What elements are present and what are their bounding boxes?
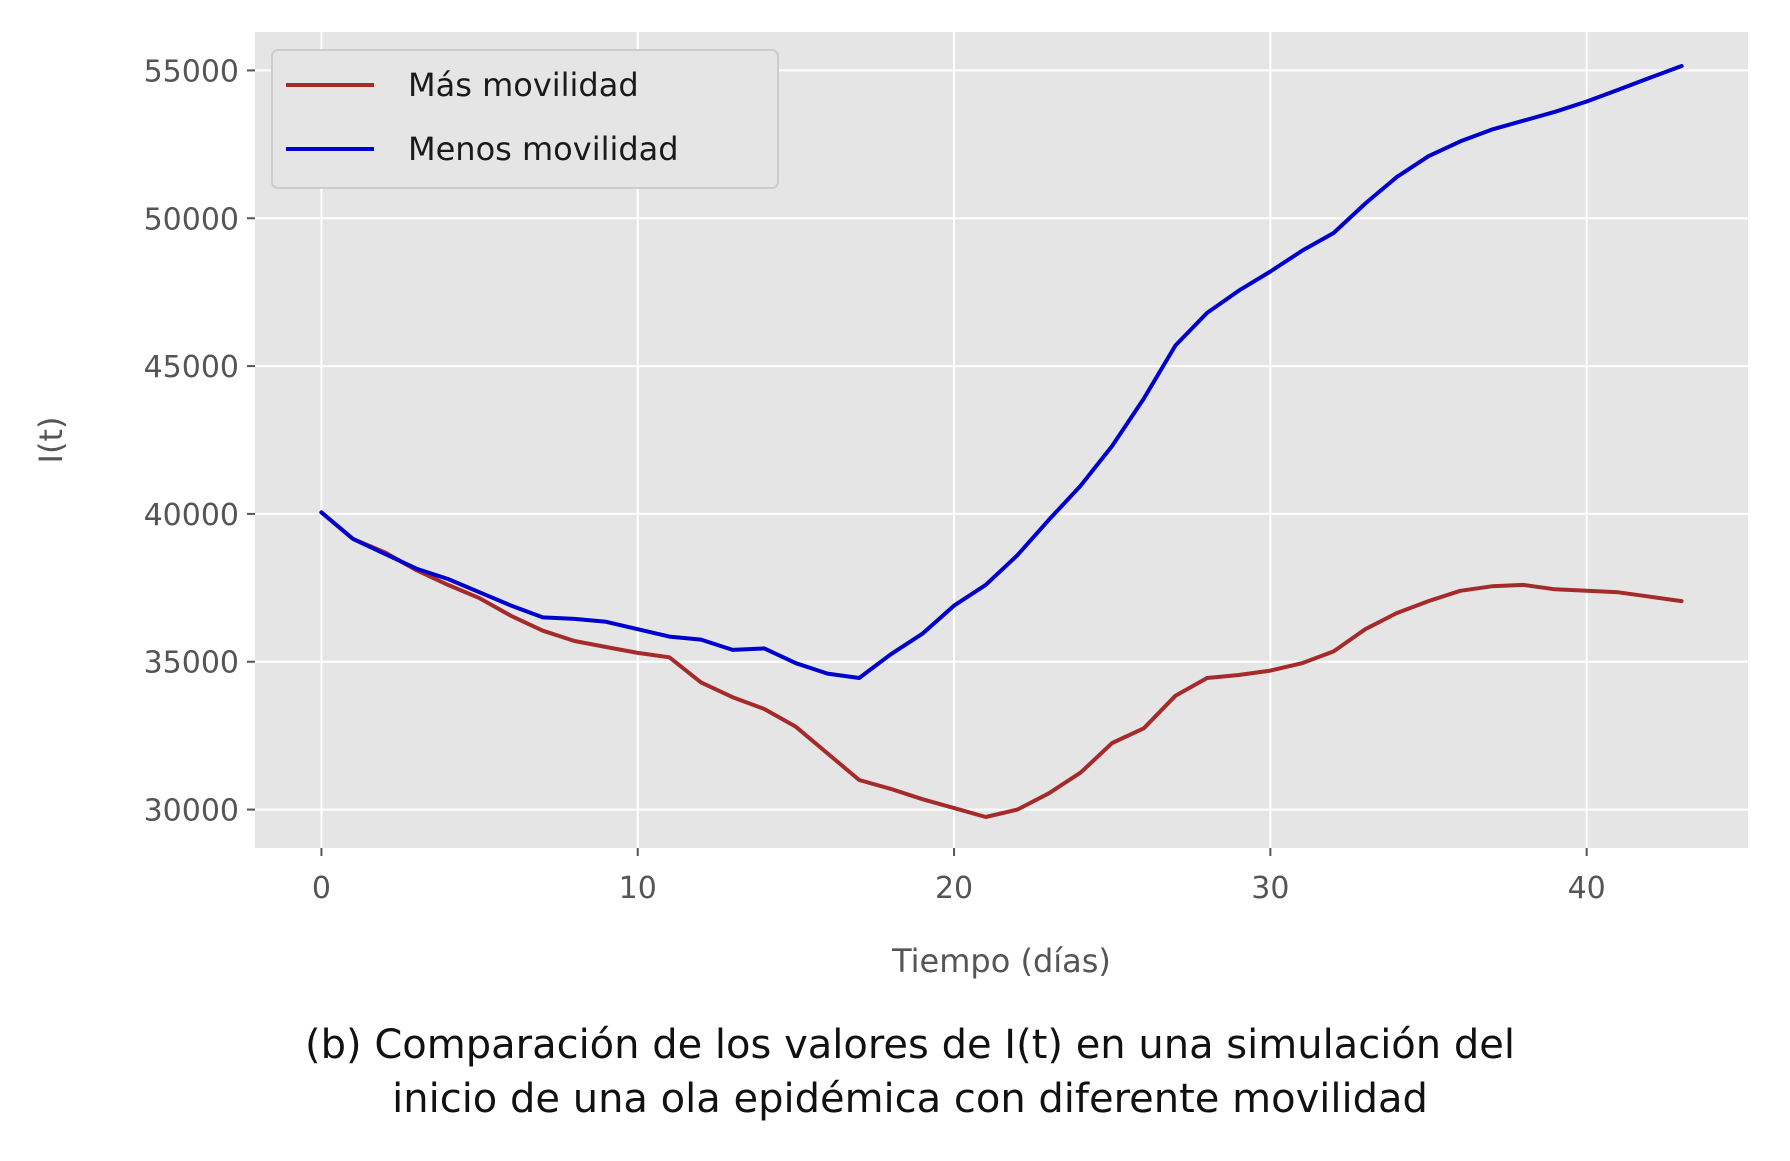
series-line-0 [319,510,1684,819]
legend-box [271,49,779,189]
figure-caption: (b) Comparación de los valores de I(t) e… [190,1018,1630,1126]
gridlines [255,32,1748,848]
y-tick-label: 45000 [144,350,239,385]
y-tick-label: 55000 [144,54,239,89]
y-tick-label: 30000 [144,794,239,829]
caption-line-2: inicio de una ola epidémica con diferent… [392,1076,1428,1122]
x-tick-label: 40 [1568,871,1606,906]
x-tick-label: 0 [312,871,331,906]
x-tick-label: 10 [619,871,657,906]
caption-line-1: (b) Comparación de los valores de I(t) e… [305,1022,1515,1068]
y-axis-ticks: 30000 35000 40000 45000 50000 55000 [144,54,255,829]
y-tick-label: 40000 [144,498,239,533]
x-tick-label: 30 [1251,871,1289,906]
x-axis-ticks: 0 10 20 30 40 [312,848,1606,906]
series-line-1 [319,64,1684,680]
series-lines [319,64,1684,819]
x-axis-label: Tiempo (días) [891,942,1111,980]
y-tick-label: 35000 [144,646,239,681]
x-tick-label: 20 [935,871,973,906]
legend: Más movilidad Menos movilidad [271,49,779,189]
y-axis-label: I(t) [32,417,70,464]
line-chart: 0 10 20 30 40 30000 35000 40000 45000 50000 55000… [32,32,1748,980]
legend-label-menos-movilidad: Menos movilidad [408,130,679,168]
legend-label-mas-movilidad: Más movilidad [408,66,639,104]
y-tick-label: 50000 [144,202,239,237]
